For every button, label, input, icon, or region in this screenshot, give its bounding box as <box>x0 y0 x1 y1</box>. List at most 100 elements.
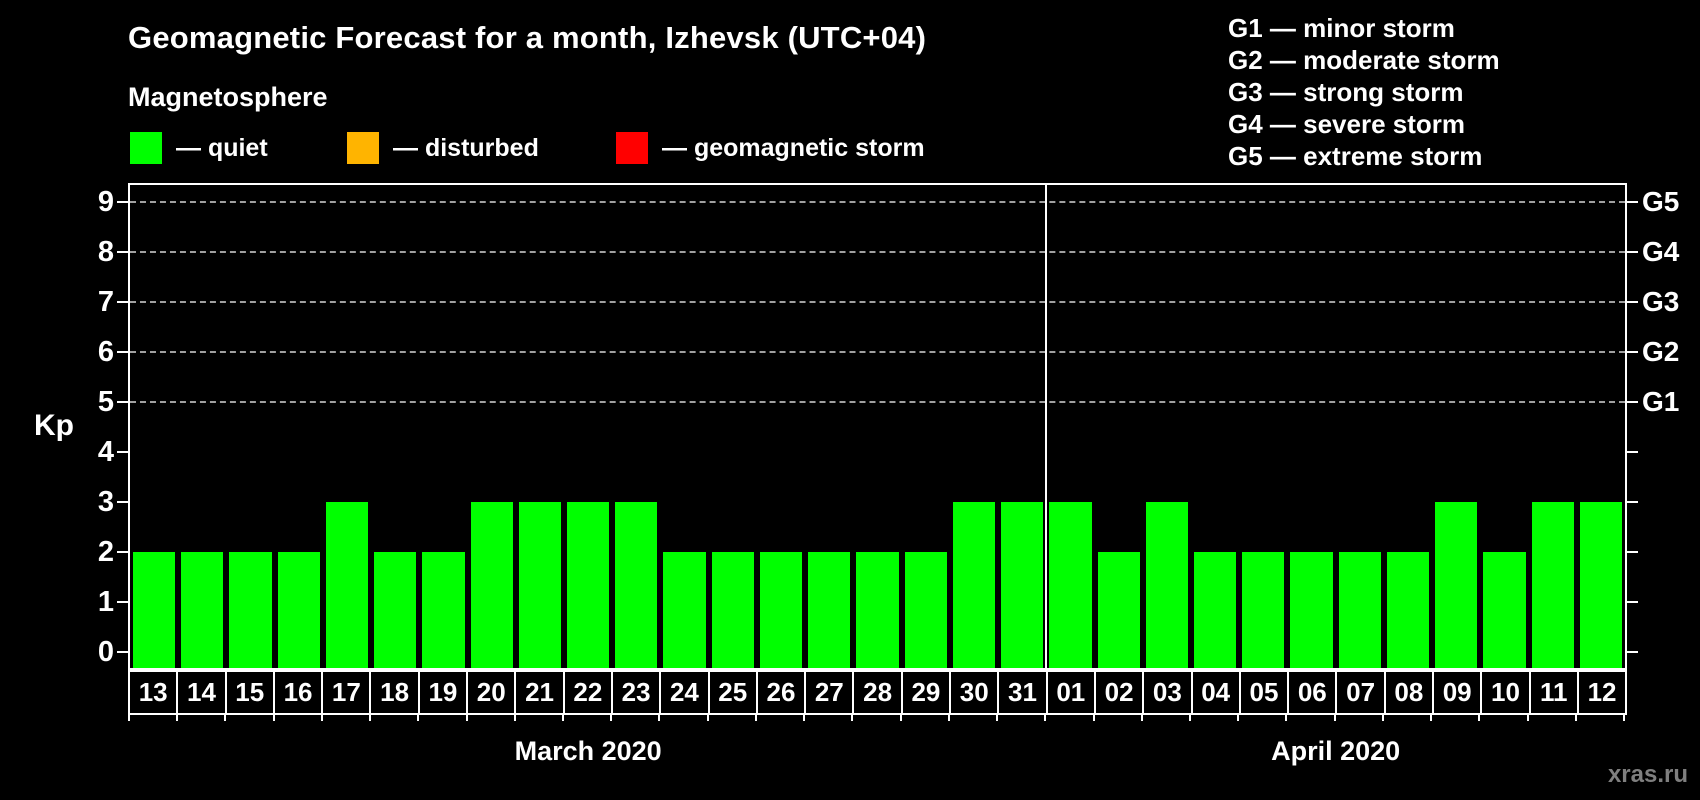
kp-bar-day-18 <box>374 552 417 668</box>
date-label: 21 <box>525 677 554 707</box>
date-cell-03: 03 <box>1144 672 1193 713</box>
watermark-xras: xras.ru <box>1607 761 1688 788</box>
kp-bar-day-09 <box>1435 502 1478 668</box>
date-boundary-tick <box>1285 715 1288 721</box>
date-label: 12 <box>1587 677 1617 707</box>
right-axis-tick-0 <box>1626 651 1638 653</box>
g-legend-line: G3 — strong storm <box>1228 77 1464 107</box>
month-separator <box>1045 185 1048 668</box>
date-boundary-tick <box>1623 715 1625 721</box>
date-boundary-tick <box>1333 715 1336 721</box>
date-axis-row: 13 14 15 16 17 18 19 20 21 22 23 24 25 26 27 28 29 30 31 01… <box>128 670 1627 715</box>
date-boundary-tick <box>754 715 757 721</box>
legend-item-quiet: — quiet <box>130 132 268 164</box>
kp-bar-day-23 <box>615 502 658 668</box>
kp-bar-day-25 <box>711 552 754 668</box>
legend-swatch-disturbed <box>347 132 379 164</box>
legend-swatch-quiet <box>130 132 162 164</box>
date-boundary-tick <box>128 715 130 721</box>
month-label-march: March 2020 <box>514 736 662 766</box>
kp-bar-day-24 <box>663 552 706 668</box>
date-label: 23 <box>621 677 651 707</box>
date-boundary-tick <box>417 715 420 721</box>
date-cell-09: 09 <box>1434 672 1483 713</box>
kp-bar-day-02 <box>1097 552 1140 668</box>
date-boundary-tick <box>513 715 516 721</box>
g-legend-line: G1 — minor storm <box>1228 13 1455 43</box>
legend-label-quiet: — quiet <box>176 133 268 162</box>
date-label: 15 <box>235 677 265 707</box>
date-label: 24 <box>669 677 699 707</box>
date-cell-13: 13 <box>130 672 179 713</box>
date-cell-02: 02 <box>1096 672 1145 713</box>
date-label: 20 <box>476 677 506 707</box>
date-cell-20: 20 <box>468 672 517 713</box>
date-boundary-tick <box>899 715 902 721</box>
y-axis-label-2: 2 <box>97 536 114 568</box>
grid-line-kp6 <box>130 351 1625 353</box>
date-cell-27: 27 <box>806 672 855 713</box>
date-label: 13 <box>138 677 168 707</box>
date-label: 04 <box>1201 677 1231 707</box>
kp-bar-day-04 <box>1193 552 1237 668</box>
kp-bar-day-19 <box>422 552 465 668</box>
grid-line-kp5 <box>130 401 1625 403</box>
g-legend-line: G4 — severe storm <box>1228 109 1466 139</box>
date-boundary-tick <box>224 715 227 721</box>
kp-bar-day-20 <box>470 502 513 668</box>
g-axis-label-G1: G1 <box>1642 386 1680 417</box>
kp-bar-day-06 <box>1290 552 1333 668</box>
date-boundary-tick <box>320 715 323 721</box>
date-label: 18 <box>380 677 410 707</box>
g-axis-label-G2: G2 <box>1642 336 1680 367</box>
kp-bar-day-30 <box>952 502 996 668</box>
y-axis-label-6: 6 <box>97 336 114 368</box>
y-axis-label-3: 3 <box>97 486 114 518</box>
date-boundary-tick <box>1140 715 1143 721</box>
date-label: 06 <box>1297 677 1327 707</box>
right-axis-tick-6 <box>1626 351 1638 353</box>
date-cell-17: 17 <box>323 672 372 713</box>
date-cell-29: 29 <box>903 672 952 713</box>
date-boundary-tick <box>1574 715 1577 721</box>
y-axis-label-0: 0 <box>97 636 114 668</box>
date-cell-23: 23 <box>613 672 662 713</box>
date-label: 03 <box>1152 677 1182 707</box>
date-boundary-tick <box>1430 715 1433 721</box>
y-axis-label-9: 9 <box>97 186 114 218</box>
date-cell-12: 12 <box>1579 672 1625 713</box>
g-axis-label-G4: G4 <box>1642 236 1680 267</box>
date-label: 31 <box>1008 677 1037 707</box>
date-label: 14 <box>186 677 216 707</box>
date-cell-28: 28 <box>854 672 903 713</box>
subtitle-magnetosphere: Magnetosphere <box>128 82 328 112</box>
date-label: 29 <box>911 677 941 707</box>
y-axis-label-1: 1 <box>97 586 114 618</box>
right-axis-tick-2 <box>1626 551 1638 553</box>
grid-line-kp8 <box>130 251 1625 253</box>
right-axis-tick-7 <box>1626 301 1638 303</box>
date-label: 30 <box>959 677 989 707</box>
date-label: 16 <box>283 677 313 707</box>
date-boundary-tick <box>272 715 275 721</box>
date-cell-04: 04 <box>1193 672 1241 713</box>
kp-bar-day-08 <box>1386 552 1430 668</box>
date-label: 10 <box>1491 677 1520 707</box>
kp-bar-day-22 <box>567 502 610 668</box>
date-cell-16: 16 <box>275 672 324 713</box>
kp-bar-day-27 <box>808 552 851 668</box>
g-axis-label-G5: G5 <box>1642 186 1680 217</box>
kp-bar-day-15 <box>229 552 272 668</box>
g-scale-legend: G1 — minor storm G2 — moderate storm G3 — … <box>1228 12 1500 172</box>
date-cell-11: 11 <box>1531 672 1579 713</box>
kp-bar-day-13 <box>133 552 176 668</box>
date-boundary-tick <box>1092 715 1095 721</box>
legend-item-storm: — geomagnetic storm <box>616 132 925 164</box>
date-label: 07 <box>1346 677 1376 707</box>
date-boundary-tick <box>562 715 565 721</box>
kp-axis-title: Kp <box>34 408 74 442</box>
date-cell-25: 25 <box>710 672 758 713</box>
kp-bar-day-29 <box>904 552 947 668</box>
date-cell-05: 05 <box>1241 672 1290 713</box>
date-boundary-tick <box>1478 715 1481 721</box>
